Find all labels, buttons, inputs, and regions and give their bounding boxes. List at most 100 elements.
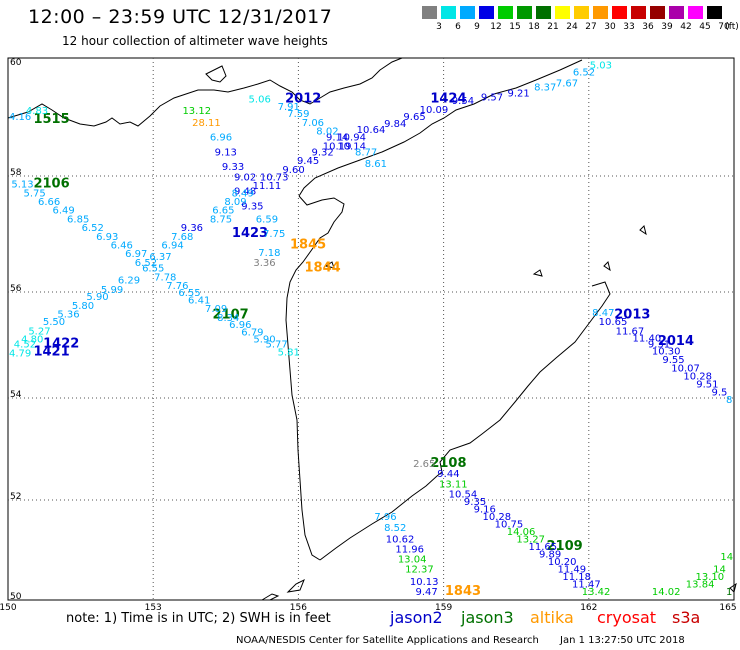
wave-height-value: 10.09	[420, 105, 449, 116]
legend-swatch	[688, 6, 703, 19]
wave-height-value: 5.77	[265, 340, 287, 351]
lat-tick-label: 54	[10, 390, 22, 400]
legend-label: 42	[680, 22, 692, 32]
legend-label: 9	[474, 22, 480, 32]
wave-height-value: 9.5	[712, 387, 728, 398]
coastline	[7, 57, 737, 601]
wave-height-value: 13.04	[398, 555, 427, 566]
wave-height-value: 3.36	[253, 258, 275, 269]
commander-island	[729, 582, 737, 593]
legend-label: 24	[566, 22, 578, 32]
legend-label: 30	[604, 22, 616, 32]
wave-height-value: 11.18	[562, 572, 591, 583]
satellite-s3a: s3a	[672, 608, 701, 627]
lat-tick-label: 52	[10, 492, 21, 502]
wave-height-value: 9.14	[326, 133, 348, 144]
wave-height-value: 14.02	[652, 587, 681, 598]
wave-height-value: 7.78	[154, 272, 176, 283]
wave-height-value: 13.84	[686, 580, 715, 591]
wave-height-value: 6.46	[111, 241, 133, 252]
island-4	[639, 225, 647, 236]
okhotsk-north-coast	[298, 59, 583, 197]
wave-height-value: 9.13	[215, 147, 237, 158]
wave-height-value: 7.75	[263, 229, 285, 240]
legend-swatch	[574, 6, 589, 19]
kuril-island-2	[260, 593, 280, 601]
page-subtitle: 12 hour collection of altimeter wave hei…	[62, 34, 328, 48]
wave-height-value: 5.27	[28, 326, 50, 337]
lon-tick-label: 153	[145, 603, 162, 613]
wave-height-value: 7.91	[278, 102, 300, 113]
wave-height-value: 7.68	[171, 232, 193, 243]
pass-time-label: 2013	[614, 308, 650, 323]
legend-swatch	[422, 6, 437, 19]
wave-height-value: 6.96	[210, 133, 232, 144]
wave-height-value: 9.45	[297, 156, 319, 167]
wave-height-value: 6.55	[178, 288, 200, 299]
legend-label: 39	[661, 22, 673, 32]
wave-height-value: 13.12	[182, 106, 211, 117]
wave-height-value: 5.99	[101, 285, 123, 296]
wave-height-value: 9.48	[234, 187, 256, 198]
legend-swatch	[707, 6, 722, 19]
pass-time-label: 2107	[213, 308, 249, 323]
wave-height-value: 9.54	[452, 96, 474, 107]
pass-time-label: 2108	[430, 456, 466, 471]
wave-height-value: 13.42	[582, 587, 611, 598]
legend-swatch	[517, 6, 532, 19]
wave-height-value: 10.28	[683, 371, 712, 382]
wave-height-value: 9.36	[181, 223, 203, 234]
legend-label: 33	[623, 22, 635, 32]
legend-label: 27	[585, 22, 597, 32]
lon-tick-label: 165	[719, 603, 736, 613]
wave-height-value: 10.65	[599, 317, 628, 328]
wave-height-value: 7.09	[205, 304, 227, 315]
pass-time-label: 2109	[547, 539, 583, 554]
wave-height-value: 10.94	[337, 133, 366, 144]
wave-height-value: 14.06	[507, 527, 536, 538]
lat-tick-label: 60	[10, 58, 22, 68]
wave-height-value: 9.51	[696, 379, 718, 390]
wave-height-value: 2.65	[413, 459, 435, 470]
wave-height-value: 28.11	[192, 118, 221, 129]
legend-label: 45	[699, 22, 711, 32]
wave-height-value: 10.28	[483, 512, 512, 523]
wave-height-value: 6.37	[149, 252, 171, 263]
lat-tick-label: 56	[10, 284, 22, 294]
wave-height-value: 13.11	[439, 479, 468, 490]
wave-height-value: 6.41	[188, 296, 210, 307]
wave-height-value: 6.49	[53, 206, 75, 217]
wave-height-value: 8.61	[365, 159, 387, 170]
legend-swatch	[441, 6, 456, 19]
wave-height-value: 4.16	[9, 112, 31, 123]
wave-height-value: 7.76	[166, 281, 188, 292]
kamchatka-west-coast	[285, 195, 345, 561]
wave-height-value: 4.52	[14, 340, 36, 351]
wave-height-value: 9.32	[311, 147, 333, 158]
wave-height-value: 10.13	[410, 577, 439, 588]
page-title: 12:00 – 23:59 UTC 12/31/2017	[28, 6, 333, 28]
kamchatka-east-coast	[319, 281, 611, 561]
wave-height-value: 5.13	[11, 180, 33, 191]
wave-height-value: 11.67	[616, 326, 645, 337]
island-3	[603, 261, 611, 272]
wave-height-value: 1	[726, 587, 732, 598]
wave-height-value: 9.31	[648, 340, 670, 351]
legend-label: 36	[642, 22, 654, 32]
pass-time-label: 1423	[232, 226, 268, 241]
lat-tick-label: 58	[10, 168, 22, 178]
credit-line: NOAA/NESDIS Center for Satellite Applica…	[236, 635, 539, 646]
wave-height-labels: 2012 142415152106142318451844210714221421…	[9, 61, 733, 599]
wave-height-value: 9.33	[222, 162, 244, 173]
wave-height-value: 6.59	[256, 214, 278, 225]
satellite-jason3: jason3	[461, 608, 514, 627]
wave-height-value: 6.79	[241, 327, 263, 338]
wave-height-value: 6.52	[82, 223, 104, 234]
wave-height-value: 5.36	[57, 309, 79, 320]
wave-height-value: 6.55	[142, 264, 164, 275]
wave-height-value: 12.37	[405, 565, 434, 576]
lon-tick-label: 150	[0, 603, 17, 613]
wave-height-value: 6.97	[125, 249, 147, 260]
wave-height-value: 10.54	[449, 489, 478, 500]
